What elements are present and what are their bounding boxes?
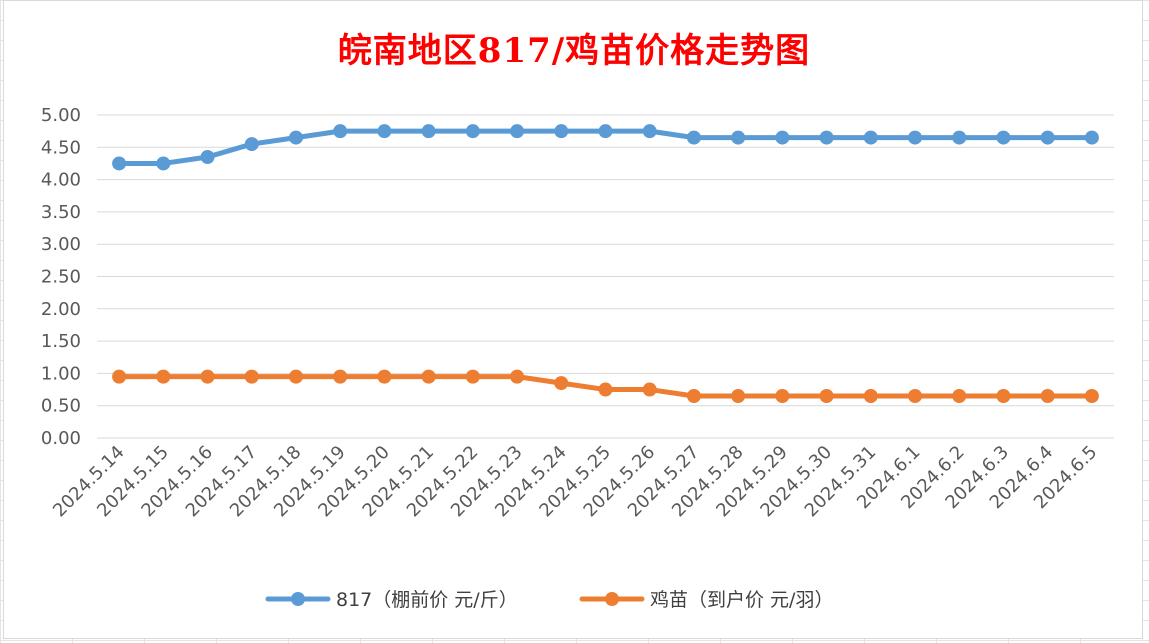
series-2-point [686, 389, 701, 404]
y-tick-label: 0.50 [41, 396, 81, 417]
y-tick-label: 1.50 [41, 331, 81, 352]
y-tick-label: 4.00 [41, 170, 81, 191]
series-2-point [952, 389, 967, 404]
series-1-point [510, 124, 525, 139]
series-2-point [156, 369, 171, 384]
legend-swatch-marker [605, 592, 619, 606]
series-1-point [952, 130, 967, 145]
series-2-point [996, 389, 1011, 404]
series-2-point [112, 369, 127, 384]
series-1-point [1040, 130, 1055, 145]
legend-label: 817（棚前价 元/斤） [336, 589, 518, 611]
series-1-point [288, 130, 303, 145]
legend-label: 鸡苗（到户价 元/羽） [650, 589, 833, 611]
y-axis-tick-labels: 0.00 0.50 1.00 1.50 2.00 2.50 3.00 3.50 4.00 4.50… [41, 105, 81, 449]
series-1-point [421, 124, 436, 139]
series-1-point [200, 149, 215, 164]
series-1-point [377, 124, 392, 139]
series-2-point [863, 389, 878, 404]
chart-title: 皖南地区817/鸡苗价格走势图 [337, 31, 811, 71]
series-1-point [642, 124, 657, 139]
series-2-point [288, 369, 303, 384]
series-1-point [731, 130, 746, 145]
series-1-point [686, 130, 701, 145]
series-1-point [863, 130, 878, 145]
y-tick-label: 0.00 [41, 428, 81, 449]
series-1-point [554, 124, 569, 139]
legend-swatch-marker [291, 592, 305, 606]
line-chart: 0.00 0.50 1.00 1.50 2.00 2.50 3.00 3.50 4.00 4.50… [41, 105, 1114, 611]
series-2-point [642, 382, 657, 397]
gridlines [97, 114, 1114, 439]
series-2-point [908, 389, 923, 404]
legend: 817（棚前价 元/斤） 鸡苗（到户价 元/羽） [265, 589, 833, 611]
series-2-point [1084, 389, 1099, 404]
series-2-point [244, 369, 259, 384]
series-2-point [731, 389, 746, 404]
series-2-point [775, 389, 790, 404]
series-1-point [598, 124, 613, 139]
series-1-point [996, 130, 1011, 145]
series-2-point [510, 369, 525, 384]
x-axis-tick-labels: 2024.5.142024.5.152024.5.162024.5.172024… [49, 442, 1101, 522]
series-1-point [156, 156, 171, 171]
y-tick-label: 3.50 [41, 202, 81, 223]
series-1-point [465, 124, 480, 139]
series-2-point [421, 369, 436, 384]
y-tick-label: 1.00 [41, 363, 81, 384]
y-tick-label: 2.00 [41, 299, 81, 320]
y-tick-label: 4.50 [41, 137, 81, 158]
series-1-point [908, 130, 923, 145]
series-1-point [775, 130, 790, 145]
series-2-point [819, 389, 834, 404]
series-1-point [819, 130, 834, 145]
y-tick-label: 2.50 [41, 267, 81, 288]
series-1-point [244, 137, 259, 152]
series-2-point [333, 369, 348, 384]
series-2-point [200, 369, 215, 384]
chart-area[interactable]: 皖南地区817/鸡苗价格走势图 0.00 0.50 1.00 1.50 2.00 2.50… [3, 0, 1143, 639]
series-2-point [465, 369, 480, 384]
series-2-point [377, 369, 392, 384]
y-tick-label: 3.00 [41, 234, 81, 255]
series-group [112, 124, 1099, 404]
series-1-point [112, 156, 127, 171]
series-1-point [333, 124, 348, 139]
series-2-point [554, 376, 569, 391]
series-2-point [598, 382, 613, 397]
series-1-point [1084, 130, 1099, 145]
y-tick-label: 5.00 [41, 105, 81, 126]
series-2-point [1040, 389, 1055, 404]
